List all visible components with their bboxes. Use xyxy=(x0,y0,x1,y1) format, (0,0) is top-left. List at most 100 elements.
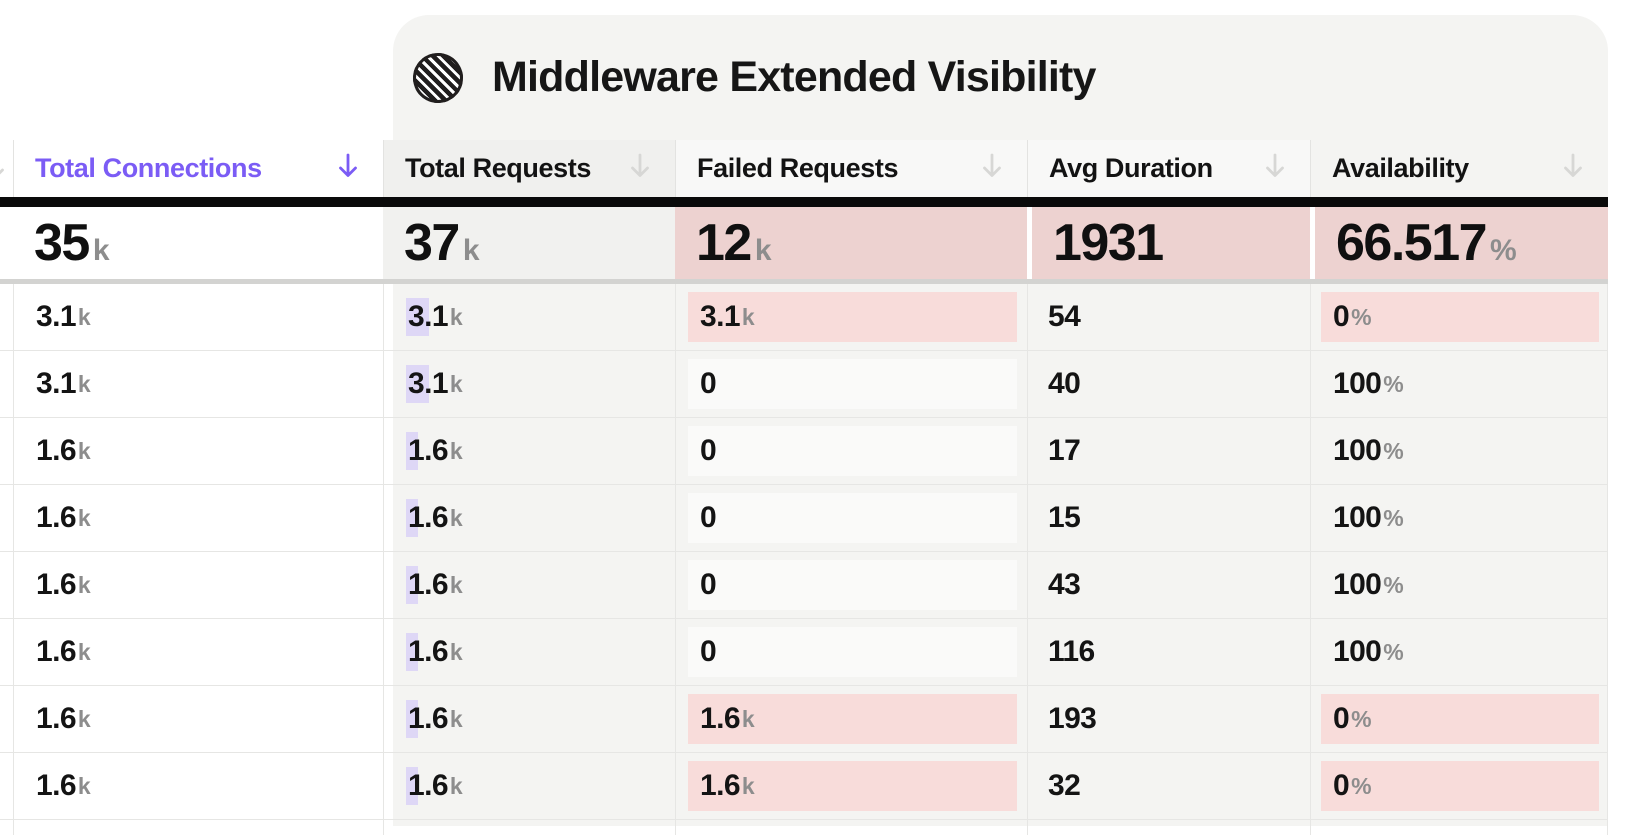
clipped-prev-column xyxy=(0,351,13,417)
highlight-block xyxy=(1321,694,1599,744)
highlight-block xyxy=(688,627,1017,677)
clipped-prev-column xyxy=(0,686,13,752)
arrow-down-icon[interactable] xyxy=(337,151,359,186)
column-label: Availability xyxy=(1332,153,1469,183)
clipped-prev-column xyxy=(0,418,13,484)
clipped-sort-arrow-icon xyxy=(0,153,6,188)
table-row: 1.6 k 1.6 k 0 43 100% xyxy=(0,552,1608,619)
highlight-block xyxy=(1321,292,1599,342)
arrow-down-icon[interactable] xyxy=(981,151,1003,186)
cell-total-connections xyxy=(13,820,383,835)
cell-avg-duration: 43 xyxy=(1027,552,1310,618)
table-row: 1.6 k 1.6 k 0 116 100% xyxy=(0,619,1608,686)
cell-total-connections: 1.6 k xyxy=(13,619,383,685)
middleware-logo-icon xyxy=(413,52,463,103)
total-value: 1931 xyxy=(1053,214,1164,272)
metrics-table: Total Connections Total Requests Failed Re… xyxy=(0,140,1608,835)
cell-total-connections: 3.1 k xyxy=(13,351,383,417)
clipped-prev-column xyxy=(0,284,13,350)
clipped-prev-column xyxy=(0,552,13,618)
cell-availability: 100% xyxy=(1310,619,1608,685)
column-label: Total Requests xyxy=(405,153,591,183)
widget-title-bar: Middleware Extended Visibility xyxy=(393,15,1608,140)
highlight-block xyxy=(1321,761,1599,811)
cell-total-requests: 1.6 k xyxy=(383,619,675,685)
table-row: 1.6 k 1.6 k 1.6 k 32 0% xyxy=(0,753,1608,820)
total-total-requests: 37 k xyxy=(383,207,675,279)
column-header-avg-duration[interactable]: Avg Duration xyxy=(1027,140,1310,197)
arrow-down-icon[interactable] xyxy=(1562,151,1584,186)
column-header-total-connections[interactable]: Total Connections xyxy=(13,140,383,197)
cell-avg-duration: 193 xyxy=(1027,686,1310,752)
cell-failed-requests: 0 xyxy=(675,485,1027,551)
table-row: 3.1 k 3.1 k 3.1 k 54 0% xyxy=(0,284,1608,351)
cell-availability xyxy=(1310,820,1608,835)
cell-availability: 0% xyxy=(1310,686,1608,752)
column-label: Failed Requests xyxy=(697,153,899,183)
highlight-block xyxy=(688,560,1017,610)
total-unit: k xyxy=(754,234,772,267)
total-total-connections: 35 k xyxy=(13,207,383,279)
cell-total-requests: 1.6 k xyxy=(383,418,675,484)
column-label: Avg Duration xyxy=(1049,153,1213,183)
value-bar xyxy=(406,767,418,805)
cell-avg-duration: 40 xyxy=(1027,351,1310,417)
cell-availability: 0% xyxy=(1310,284,1608,350)
cell-total-requests: 3.1 k xyxy=(383,284,675,350)
column-header-availability[interactable]: Availability xyxy=(1310,140,1608,197)
highlight-block xyxy=(688,694,1017,744)
clipped-prev-column xyxy=(0,485,13,551)
column-header-total-requests[interactable]: Total Requests xyxy=(383,140,675,197)
cell-total-connections: 1.6 k xyxy=(13,753,383,819)
total-avg-duration: 1931 xyxy=(1027,207,1310,279)
total-unit: k xyxy=(92,234,110,267)
arrow-down-icon[interactable] xyxy=(1264,151,1286,186)
highlight-block xyxy=(688,761,1017,811)
highlight-block xyxy=(688,359,1017,409)
highlight-block xyxy=(688,292,1017,342)
value-bar xyxy=(406,633,418,671)
table-row-clipped xyxy=(0,820,1608,835)
table-row: 1.6 k 1.6 k 0 15 100% xyxy=(0,485,1608,552)
total-failed-requests: 12 k xyxy=(675,207,1027,279)
clipped-prev-column xyxy=(0,207,13,279)
cell-availability: 100% xyxy=(1310,418,1608,484)
value-bar xyxy=(406,365,429,403)
arrow-down-icon[interactable] xyxy=(629,151,651,186)
cell-failed-requests: 1.6 k xyxy=(675,753,1027,819)
cell-total-requests: 1.6 k xyxy=(383,686,675,752)
totals-divider xyxy=(0,279,1608,284)
header-divider xyxy=(0,197,1608,207)
cell-avg-duration: 17 xyxy=(1027,418,1310,484)
cell-availability: 100% xyxy=(1310,552,1608,618)
total-value: 12 xyxy=(696,214,752,272)
highlight-block xyxy=(688,426,1017,476)
table-row: 1.6 k 1.6 k 0 17 100% xyxy=(0,418,1608,485)
cell-avg-duration: 54 xyxy=(1027,284,1310,350)
table-row: 3.1 k 3.1 k 0 40 100% xyxy=(0,351,1608,418)
total-value: 35 xyxy=(34,214,90,272)
total-unit: % xyxy=(1490,234,1517,267)
value-bar xyxy=(406,499,418,537)
cell-total-requests xyxy=(383,820,675,835)
cell-availability: 100% xyxy=(1310,485,1608,551)
value-bar xyxy=(406,700,418,738)
total-value: 37 xyxy=(404,214,460,272)
cell-failed-requests: 0 xyxy=(675,552,1027,618)
cell-failed-requests: 3.1 k xyxy=(675,284,1027,350)
cell-failed-requests: 0 xyxy=(675,351,1027,417)
cell-avg-duration: 15 xyxy=(1027,485,1310,551)
cell-total-connections: 3.1 k xyxy=(13,284,383,350)
cell-total-connections: 1.6 k xyxy=(13,418,383,484)
column-header-failed-requests[interactable]: Failed Requests xyxy=(675,140,1027,197)
widget-title: Middleware Extended Visibility xyxy=(492,53,1096,101)
cell-failed-requests: 0 xyxy=(675,418,1027,484)
table-row: 1.6 k 1.6 k 1.6 k 193 0% xyxy=(0,686,1608,753)
cell-total-connections: 1.6 k xyxy=(13,485,383,551)
cell-failed-requests: 0 xyxy=(675,619,1027,685)
totals-row: 35 k 37 k 12 k 1931 66.517% xyxy=(0,207,1608,279)
highlight-block xyxy=(688,493,1017,543)
cell-availability: 0% xyxy=(1310,753,1608,819)
value-bar xyxy=(406,566,418,604)
cell-avg-duration: 116 xyxy=(1027,619,1310,685)
